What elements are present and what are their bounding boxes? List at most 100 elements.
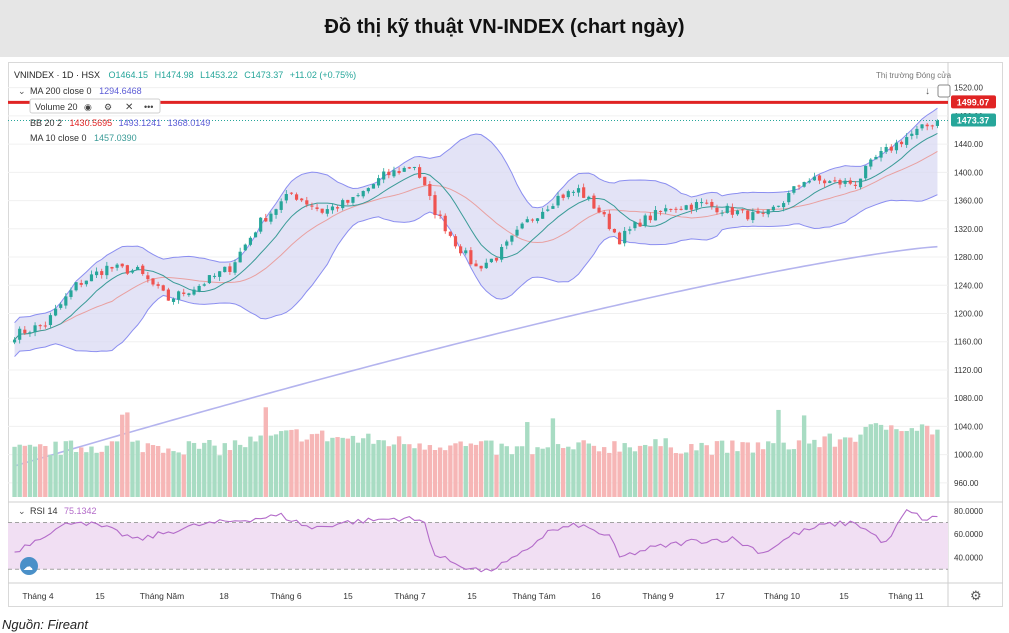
reset-view-button[interactable] — [937, 84, 951, 98]
candle-body[interactable] — [674, 208, 678, 210]
candle-body[interactable] — [315, 207, 319, 209]
candle-body[interactable] — [551, 206, 555, 209]
candle-body[interactable] — [207, 275, 211, 284]
candle-body[interactable] — [382, 171, 386, 180]
candle-body[interactable] — [300, 198, 304, 201]
candle-body[interactable] — [412, 166, 417, 168]
candle-body[interactable] — [782, 203, 786, 208]
candle-body[interactable] — [233, 262, 237, 273]
candle-body[interactable] — [294, 194, 299, 200]
candle-body[interactable] — [648, 215, 652, 221]
candle-body[interactable] — [74, 282, 78, 291]
candle-body[interactable] — [161, 285, 165, 291]
candle-body[interactable] — [289, 192, 294, 194]
collapse-legend-icon[interactable]: ⌄ — [18, 86, 26, 96]
candle-body[interactable] — [576, 188, 581, 193]
candle-body[interactable] — [792, 186, 796, 193]
candle-body[interactable] — [464, 250, 468, 254]
candle-body[interactable] — [597, 207, 601, 213]
candle-body[interactable] — [305, 200, 309, 205]
candle-body[interactable] — [510, 235, 514, 242]
candle-body[interactable] — [423, 176, 427, 186]
candle-body[interactable] — [371, 184, 376, 189]
candle-body[interactable] — [64, 296, 68, 306]
candle-body[interactable] — [541, 211, 545, 219]
candle-body[interactable] — [177, 291, 181, 300]
candle-body[interactable] — [243, 244, 247, 251]
candle-body[interactable] — [218, 271, 222, 277]
candle-body[interactable] — [269, 213, 273, 222]
candle-body[interactable] — [705, 202, 709, 204]
candle-body[interactable] — [905, 137, 909, 145]
candle-body[interactable] — [341, 200, 345, 209]
candle-body[interactable] — [515, 229, 519, 236]
candles[interactable] — [12, 119, 940, 345]
candle-body[interactable] — [520, 223, 524, 229]
candle-body[interactable] — [720, 212, 724, 214]
candle-body[interactable] — [228, 266, 232, 272]
candle-body[interactable] — [920, 124, 924, 129]
candle-body[interactable] — [843, 180, 847, 184]
close-icon[interactable]: ✕ — [125, 102, 133, 113]
candle-body[interactable] — [274, 209, 278, 215]
candle-body[interactable] — [12, 339, 17, 343]
candle-body[interactable] — [566, 191, 570, 198]
candle-body[interactable] — [812, 176, 816, 181]
candle-body[interactable] — [915, 128, 919, 135]
candle-body[interactable] — [433, 195, 437, 216]
candle-body[interactable] — [18, 328, 22, 340]
candle-body[interactable] — [694, 202, 699, 209]
candle-body[interactable] — [884, 147, 888, 152]
candle-body[interactable] — [853, 184, 857, 186]
candle-body[interactable] — [264, 217, 268, 222]
candle-body[interactable] — [59, 304, 63, 308]
candle-body[interactable] — [335, 207, 340, 209]
candle-body[interactable] — [894, 142, 899, 151]
candle-body[interactable] — [607, 213, 611, 230]
candle-body[interactable] — [592, 195, 596, 209]
candle-body[interactable] — [212, 275, 217, 277]
candle-body[interactable] — [889, 146, 893, 151]
candle-body[interactable] — [392, 170, 396, 177]
candle-body[interactable] — [105, 265, 109, 276]
candle-body[interactable] — [130, 270, 135, 273]
candle-body[interactable] — [684, 205, 688, 210]
candle-body[interactable] — [489, 258, 493, 263]
candle-body[interactable] — [33, 325, 37, 333]
candle-body[interactable] — [643, 215, 647, 226]
candle-body[interactable] — [751, 212, 755, 221]
eye-icon[interactable]: ◉ — [84, 102, 92, 112]
candle-body[interactable] — [284, 194, 288, 201]
candle-body[interactable] — [115, 264, 119, 268]
candle-body[interactable] — [817, 175, 822, 181]
candle-body[interactable] — [136, 266, 140, 270]
candle-body[interactable] — [669, 208, 673, 210]
candle-body[interactable] — [387, 171, 391, 176]
candle-body[interactable] — [453, 236, 458, 247]
candle-body[interactable] — [125, 265, 129, 274]
candle-body[interactable] — [479, 265, 483, 269]
candle-body[interactable] — [848, 180, 852, 184]
candle-body[interactable] — [771, 206, 775, 211]
candle-body[interactable] — [802, 182, 806, 187]
candle-body[interactable] — [653, 210, 658, 221]
candle-body[interactable] — [689, 204, 693, 210]
candle-body[interactable] — [402, 167, 406, 172]
candle-body[interactable] — [925, 124, 929, 127]
candle-body[interactable] — [428, 184, 432, 196]
candle-body[interactable] — [700, 202, 704, 204]
candle-body[interactable] — [725, 205, 729, 213]
candle-body[interactable] — [69, 290, 73, 297]
candle-body[interactable] — [561, 194, 565, 198]
volume-legend-box[interactable] — [29, 98, 161, 114]
candle-body[interactable] — [874, 156, 878, 160]
price-axis[interactable]: 1520.001480.001440.001400.001360.001320.… — [954, 84, 983, 488]
candle-body[interactable] — [53, 308, 58, 316]
candle-body[interactable] — [238, 251, 242, 263]
chart-logo-icon[interactable] — [20, 557, 38, 575]
candle-body[interactable] — [79, 282, 83, 285]
candle-body[interactable] — [141, 265, 145, 274]
candle-body[interactable] — [633, 221, 637, 229]
candle-body[interactable] — [197, 285, 201, 292]
candle-body[interactable] — [407, 167, 411, 169]
